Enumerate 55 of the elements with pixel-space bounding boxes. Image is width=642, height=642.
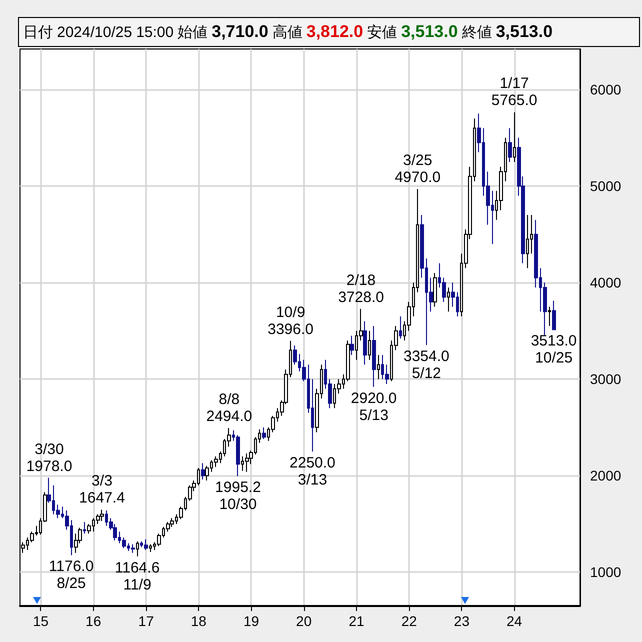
candlestick	[377, 354, 380, 380]
candlestick	[350, 335, 354, 356]
candlestick	[149, 544, 152, 552]
x-tick-label: 15	[32, 613, 49, 629]
annotation: 3/25 4970.0	[394, 152, 441, 186]
annotation: 3/3 1647.4	[79, 472, 125, 507]
chart-title: 日付 2024/10/25 15:00 始値 3,710.0 高値 3,812.0 安値 3,513.0 終値 3,513.0	[23, 22, 553, 41]
candlestick	[447, 286, 450, 312]
x-tick-label: 16	[86, 613, 102, 629]
candlestick	[131, 544, 135, 554]
annotation: 1164.6 11/9	[114, 559, 160, 594]
x-tick-label: 22	[401, 613, 418, 629]
x-tick-label: 24	[506, 613, 522, 629]
candlestick	[399, 316, 402, 340]
annotation: 10/9 3396.0	[268, 304, 314, 338]
y-tick-label: 6000	[590, 82, 622, 98]
annotation: 1995.2 10/30	[215, 479, 261, 514]
candlestick	[552, 300, 556, 330]
x-tick-label: 17	[138, 613, 154, 629]
x-tick-label: 18	[190, 613, 207, 629]
candlestick	[508, 128, 512, 162]
y-tick-label: 2000	[590, 468, 622, 484]
candlestick	[144, 538, 148, 551]
candlestick	[548, 306, 551, 327]
candlestick	[100, 509, 104, 522]
candlestick	[170, 518, 174, 528]
y-tick-label: 3000	[590, 371, 622, 388]
candlestick	[245, 452, 249, 472]
annotation: 2920.0 5/13	[350, 390, 397, 424]
candlestick	[513, 112, 516, 162]
annotation: 3/30 1978.0	[26, 440, 72, 475]
candlestick	[201, 462, 205, 480]
annotation: 3354.0 5/12	[403, 348, 450, 382]
candlestick	[433, 272, 437, 308]
annotation: 2250.0 3/13	[290, 454, 336, 489]
candlestick	[372, 326, 376, 388]
candlestick	[262, 426, 266, 440]
annotation: 3513.0 10/25	[530, 332, 577, 367]
candlestick	[236, 434, 240, 477]
x-tick-label: 21	[348, 613, 365, 629]
y-tick-label: 4000	[590, 274, 622, 291]
candlestick	[368, 330, 371, 360]
annotation: 2/18 3728.0	[338, 272, 384, 306]
candlestick	[363, 320, 367, 366]
candlestick	[83, 522, 86, 534]
x-tick-label: 23	[454, 613, 470, 629]
candlestick	[136, 540, 139, 557]
x-tick-label: 19	[243, 613, 260, 629]
annotation: 1176.0 8/25	[48, 558, 94, 592]
y-tick-label: 1000	[590, 564, 622, 580]
candlestick	[526, 214, 529, 269]
y-tick-label: 5000	[590, 178, 622, 194]
annotation: 8/8 2494.0	[206, 390, 252, 425]
annotation: 1/17 5765.0	[491, 75, 538, 110]
x-tick-label: 20	[296, 613, 312, 629]
